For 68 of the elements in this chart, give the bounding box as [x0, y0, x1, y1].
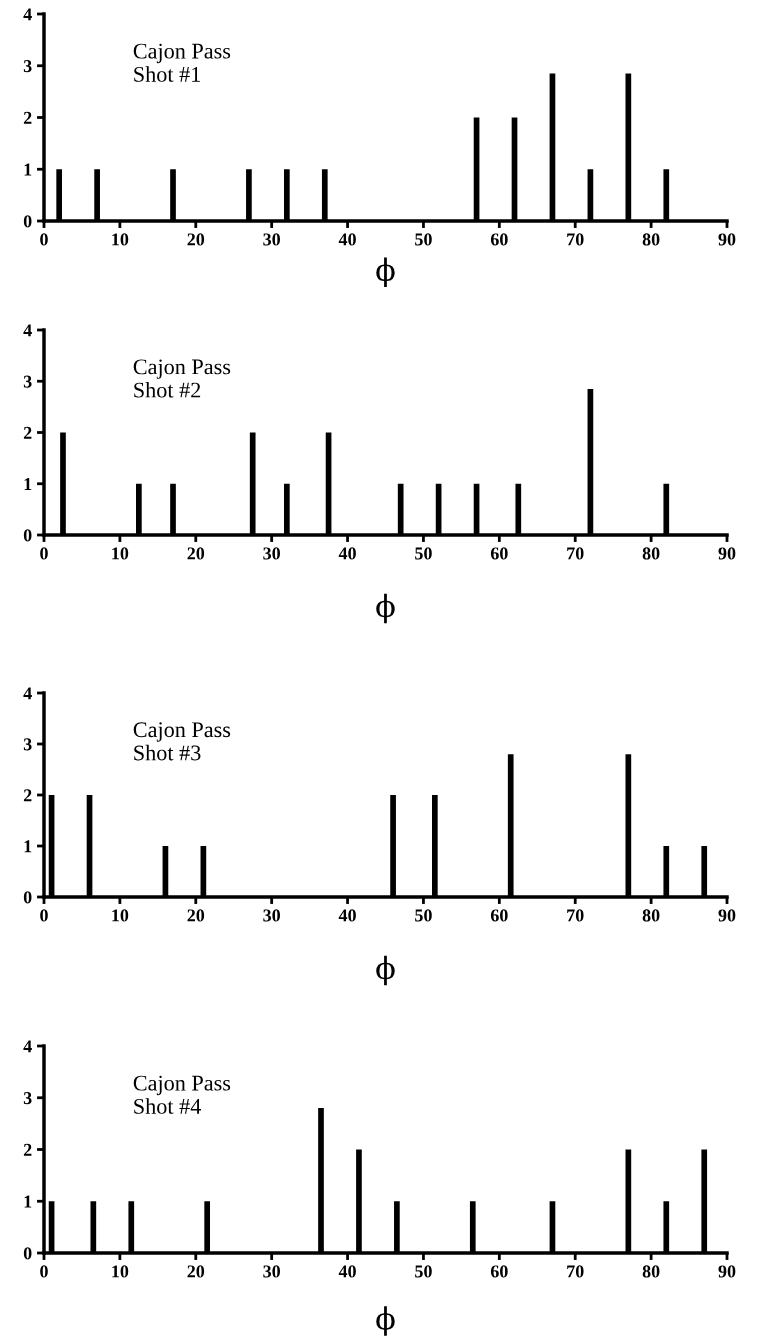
y-tick-label: 2 — [23, 789, 32, 802]
x-tick-label: 90 — [718, 909, 736, 922]
x-tick-label: 50 — [415, 233, 432, 246]
x-tick-label: 40 — [338, 233, 356, 246]
x-axis-title: ϕ — [376, 593, 395, 624]
y-tick-label: 3 — [23, 375, 32, 388]
annotation: Cajon Pass Shot #3 — [133, 722, 231, 761]
x-tick-label: 80 — [642, 233, 660, 246]
x-tick-label: 10 — [112, 547, 129, 560]
y-tick-label: 3 — [23, 738, 32, 751]
x-tick-label: 60 — [490, 1265, 508, 1278]
x-axis-title: ϕ — [376, 1306, 395, 1336]
x-tick-label: 70 — [567, 547, 584, 560]
y-tick-label: 4 — [23, 687, 32, 700]
y-tick-label: 4 — [23, 324, 32, 337]
x-tick-label: 70 — [567, 233, 584, 246]
y-tick-label: 1 — [24, 1195, 32, 1208]
x-tick-label: 70 — [567, 1265, 584, 1278]
x-tick-label: 40 — [338, 1265, 356, 1278]
x-tick-label: 60 — [490, 547, 508, 560]
x-tick-label: 30 — [263, 233, 281, 246]
x-tick-label: 30 — [263, 1265, 281, 1278]
annotation: Cajon Pass Shot #4 — [133, 1075, 231, 1114]
y-tick-label: 3 — [23, 60, 32, 73]
x-tick-label: 0 — [40, 1265, 48, 1278]
x-tick-label: 60 — [490, 909, 508, 922]
x-tick-label: 80 — [642, 909, 660, 922]
y-tick-label: 2 — [23, 426, 32, 439]
x-tick-label: 90 — [718, 233, 736, 246]
x-tick-label: 10 — [112, 909, 129, 922]
x-tick-label: 0 — [40, 909, 48, 922]
x-tick-label: 40 — [338, 909, 356, 922]
x-tick-label: 10 — [112, 233, 129, 246]
y-tick-label: 3 — [23, 1092, 32, 1105]
x-tick-label: 0 — [40, 233, 48, 246]
x-tick-label: 90 — [718, 547, 736, 560]
annotation: Cajon Pass Shot #2 — [133, 359, 231, 398]
y-tick-label: 0 — [23, 215, 32, 228]
x-tick-label: 50 — [415, 547, 432, 560]
x-tick-label: 20 — [187, 547, 205, 560]
x-tick-label: 70 — [567, 909, 584, 922]
annotation: Cajon Pass Shot #1 — [133, 43, 231, 82]
x-tick-label: 20 — [187, 1265, 205, 1278]
x-tick-label: 0 — [40, 547, 48, 560]
y-tick-label: 2 — [23, 111, 32, 124]
x-tick-label: 20 — [187, 233, 205, 246]
x-tick-label: 50 — [415, 1265, 432, 1278]
x-tick-label: 80 — [642, 1265, 660, 1278]
y-tick-label: 4 — [23, 1040, 32, 1053]
y-tick-label: 0 — [23, 529, 32, 542]
x-tick-label: 30 — [263, 547, 281, 560]
x-axis-title: ϕ — [376, 257, 395, 288]
x-axis-title: ϕ — [376, 955, 395, 986]
x-tick-label: 50 — [415, 909, 432, 922]
x-tick-label: 10 — [112, 1265, 129, 1278]
x-tick-label: 60 — [490, 233, 508, 246]
y-tick-label: 1 — [24, 840, 32, 853]
y-tick-label: 4 — [23, 8, 32, 21]
x-tick-label: 40 — [338, 547, 356, 560]
x-tick-label: 20 — [187, 909, 205, 922]
y-tick-label: 0 — [23, 891, 32, 904]
x-tick-label: 90 — [718, 1265, 736, 1278]
y-tick-label: 0 — [23, 1247, 32, 1260]
x-tick-label: 80 — [642, 547, 660, 560]
y-tick-label: 2 — [23, 1143, 32, 1156]
y-tick-label: 1 — [24, 478, 32, 491]
x-tick-label: 30 — [263, 909, 281, 922]
y-tick-label: 1 — [24, 163, 32, 176]
